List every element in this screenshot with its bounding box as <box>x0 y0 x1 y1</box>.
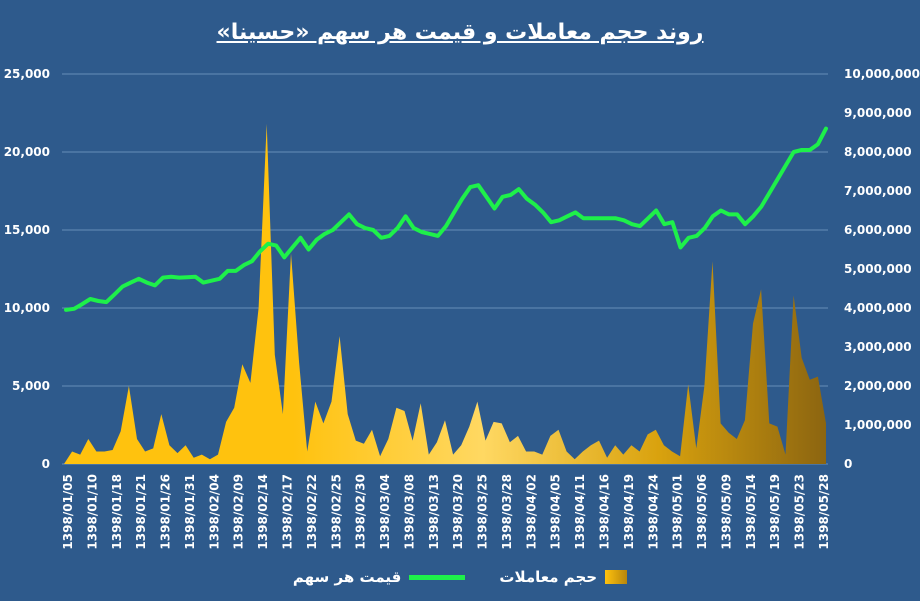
x-tick-label: 1398/02/17 <box>280 474 294 550</box>
x-tick-label: 1398/03/25 <box>476 474 490 550</box>
y-right-tick-label: 5,000,000 <box>844 262 912 276</box>
y-left-tick-label: 15,000 <box>4 223 50 237</box>
x-tick-label: 1398/04/19 <box>622 474 636 550</box>
y-right-tick-label: 9,000,000 <box>844 106 912 120</box>
x-tick-label: 1398/01/31 <box>183 474 197 550</box>
x-tick-label: 1398/02/30 <box>354 474 368 550</box>
y-right-tick-label: 8,000,000 <box>844 145 912 159</box>
x-tick-label: 1398/04/24 <box>646 474 660 550</box>
x-tick-label: 1398/05/28 <box>817 474 831 550</box>
legend-item-volume: حجم معاملات <box>499 568 628 586</box>
y-right-tick-label: 10,000,000 <box>844 67 920 81</box>
price-line-layer <box>64 126 828 312</box>
y-right-tick-label: 4,000,000 <box>844 301 912 315</box>
price-line <box>64 126 828 312</box>
legend-swatch-price <box>409 574 466 580</box>
volume-area-layer <box>64 123 826 465</box>
legend-item-price: قیمت هر سهم <box>292 568 466 586</box>
x-tick-label: 1398/01/21 <box>134 474 148 550</box>
y-left-tick-label: 25,000 <box>4 67 50 81</box>
x-tick-label: 1398/04/11 <box>573 474 587 550</box>
x-tick-label: 1398/02/22 <box>305 474 319 550</box>
x-tick-label: 1398/05/23 <box>793 474 807 550</box>
y-left-tick-label: 20,000 <box>4 145 50 159</box>
x-tick-label: 1398/03/13 <box>427 474 441 550</box>
x-tick-label: 1398/02/09 <box>232 474 246 550</box>
y-right-tick-label: 6,000,000 <box>844 223 912 237</box>
legend-label-price: قیمت هر سهم <box>292 568 402 586</box>
x-tick-label: 1398/03/04 <box>378 474 392 550</box>
x-tick-label: 1398/02/04 <box>207 474 221 550</box>
x-tick-label: 1398/04/16 <box>598 474 612 550</box>
y-right-tick-label: 1,000,000 <box>844 418 912 432</box>
legend-label-volume: حجم معاملات <box>499 568 598 586</box>
volume-area <box>64 123 826 465</box>
legend-swatch-volume <box>605 570 628 584</box>
x-tick-label: 1398/01/18 <box>110 474 124 550</box>
x-tick-label: 1398/05/01 <box>671 474 685 550</box>
x-tick-label: 1398/04/02 <box>524 474 538 550</box>
x-tick-label: 1398/02/14 <box>256 474 270 550</box>
x-tick-label: 1398/02/25 <box>329 474 343 550</box>
x-tick-label: 1398/05/14 <box>744 474 758 550</box>
x-tick-label: 1398/04/05 <box>549 474 563 550</box>
x-tick-label: 1398/03/28 <box>500 474 514 550</box>
legend: حجم معاملات قیمت هر سهم <box>0 568 920 586</box>
x-tick-label: 1398/01/10 <box>85 474 99 550</box>
x-tick-label: 1398/05/06 <box>695 474 709 550</box>
y-right-tick-label: 3,000,000 <box>844 340 912 354</box>
y-right-tick-label: 7,000,000 <box>844 184 912 198</box>
y-left-tick-label: 5,000 <box>12 379 50 393</box>
y-right-tick-label: 2,000,000 <box>844 379 912 393</box>
y-left-tick-label: 0 <box>42 457 50 471</box>
x-tick-label: 1398/01/05 <box>61 474 75 550</box>
y-left-tick-label: 10,000 <box>4 301 50 315</box>
axis-labels: 0 5,000 10,000 15,000 20,000 25,000 0 1,000,000… <box>4 67 920 550</box>
y-right-tick-label: 0 <box>844 457 852 471</box>
x-tick-label: 1398/01/26 <box>159 474 173 550</box>
x-tick-label: 1398/03/08 <box>402 474 416 550</box>
x-tick-label: 1398/05/09 <box>719 474 733 550</box>
x-tick-label: 1398/03/20 <box>451 474 465 550</box>
chart-title: روند حجم معاملات و قیمت هر سهم «حسینا» <box>216 20 704 45</box>
x-tick-label: 1398/05/19 <box>768 474 782 550</box>
